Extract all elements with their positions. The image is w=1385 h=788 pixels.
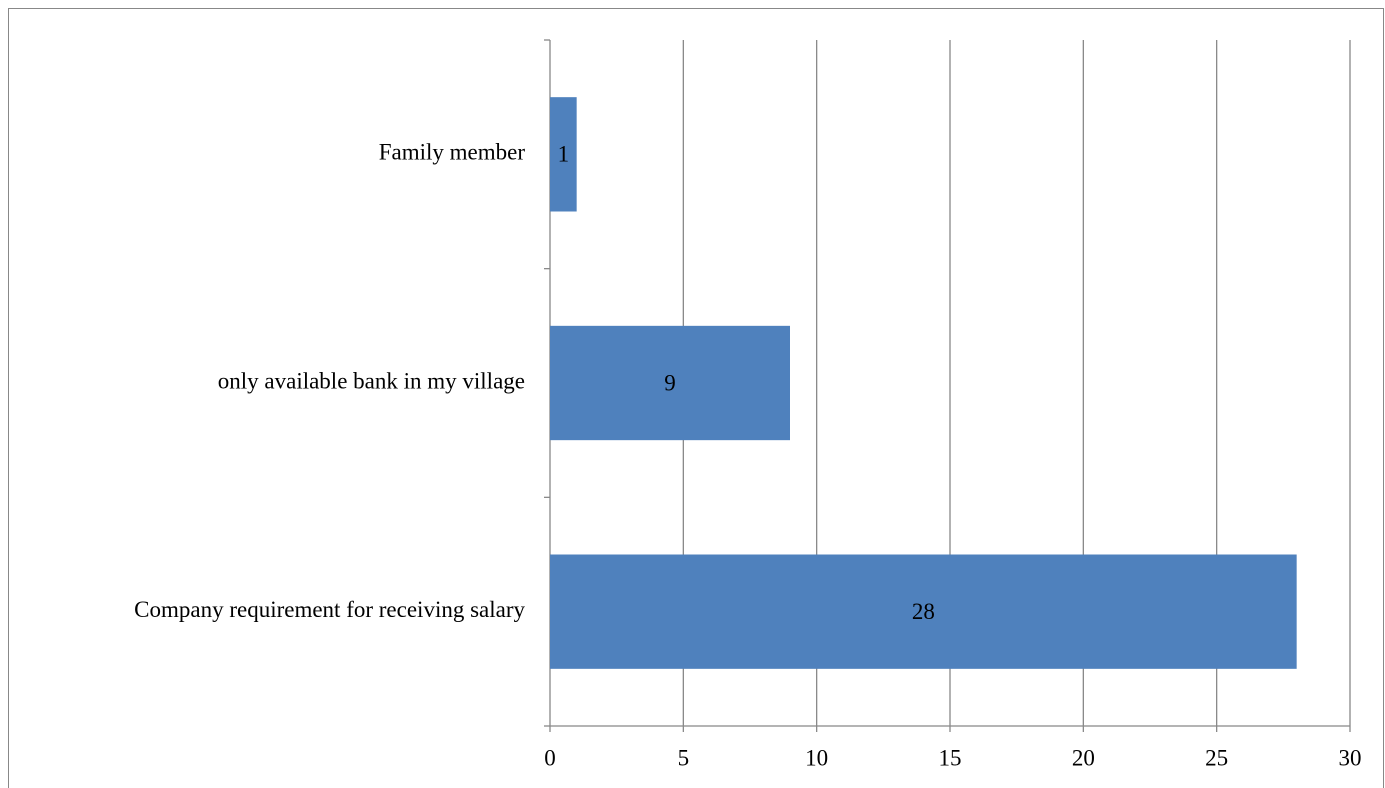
chart-frame	[8, 8, 1384, 788]
x-tick-label: 15	[939, 745, 962, 770]
data-label: 9	[664, 370, 676, 395]
bar	[550, 325, 790, 441]
y-tick-label: Company requirement for receiving salary	[134, 597, 525, 622]
x-tick-label: 0	[544, 745, 556, 770]
y-tick-label: Family member	[379, 140, 526, 165]
bar	[550, 97, 577, 212]
y-tick-label: only available bank in my village	[218, 368, 525, 393]
x-tick-label: 20	[1072, 745, 1095, 770]
x-tick-label: 25	[1205, 745, 1228, 770]
data-label: 28	[912, 599, 935, 624]
data-label: 1	[558, 142, 570, 167]
x-tick-label: 10	[805, 745, 828, 770]
bar	[550, 554, 1297, 669]
x-tick-label: 5	[678, 745, 690, 770]
x-tick-label: 30	[1339, 745, 1362, 770]
